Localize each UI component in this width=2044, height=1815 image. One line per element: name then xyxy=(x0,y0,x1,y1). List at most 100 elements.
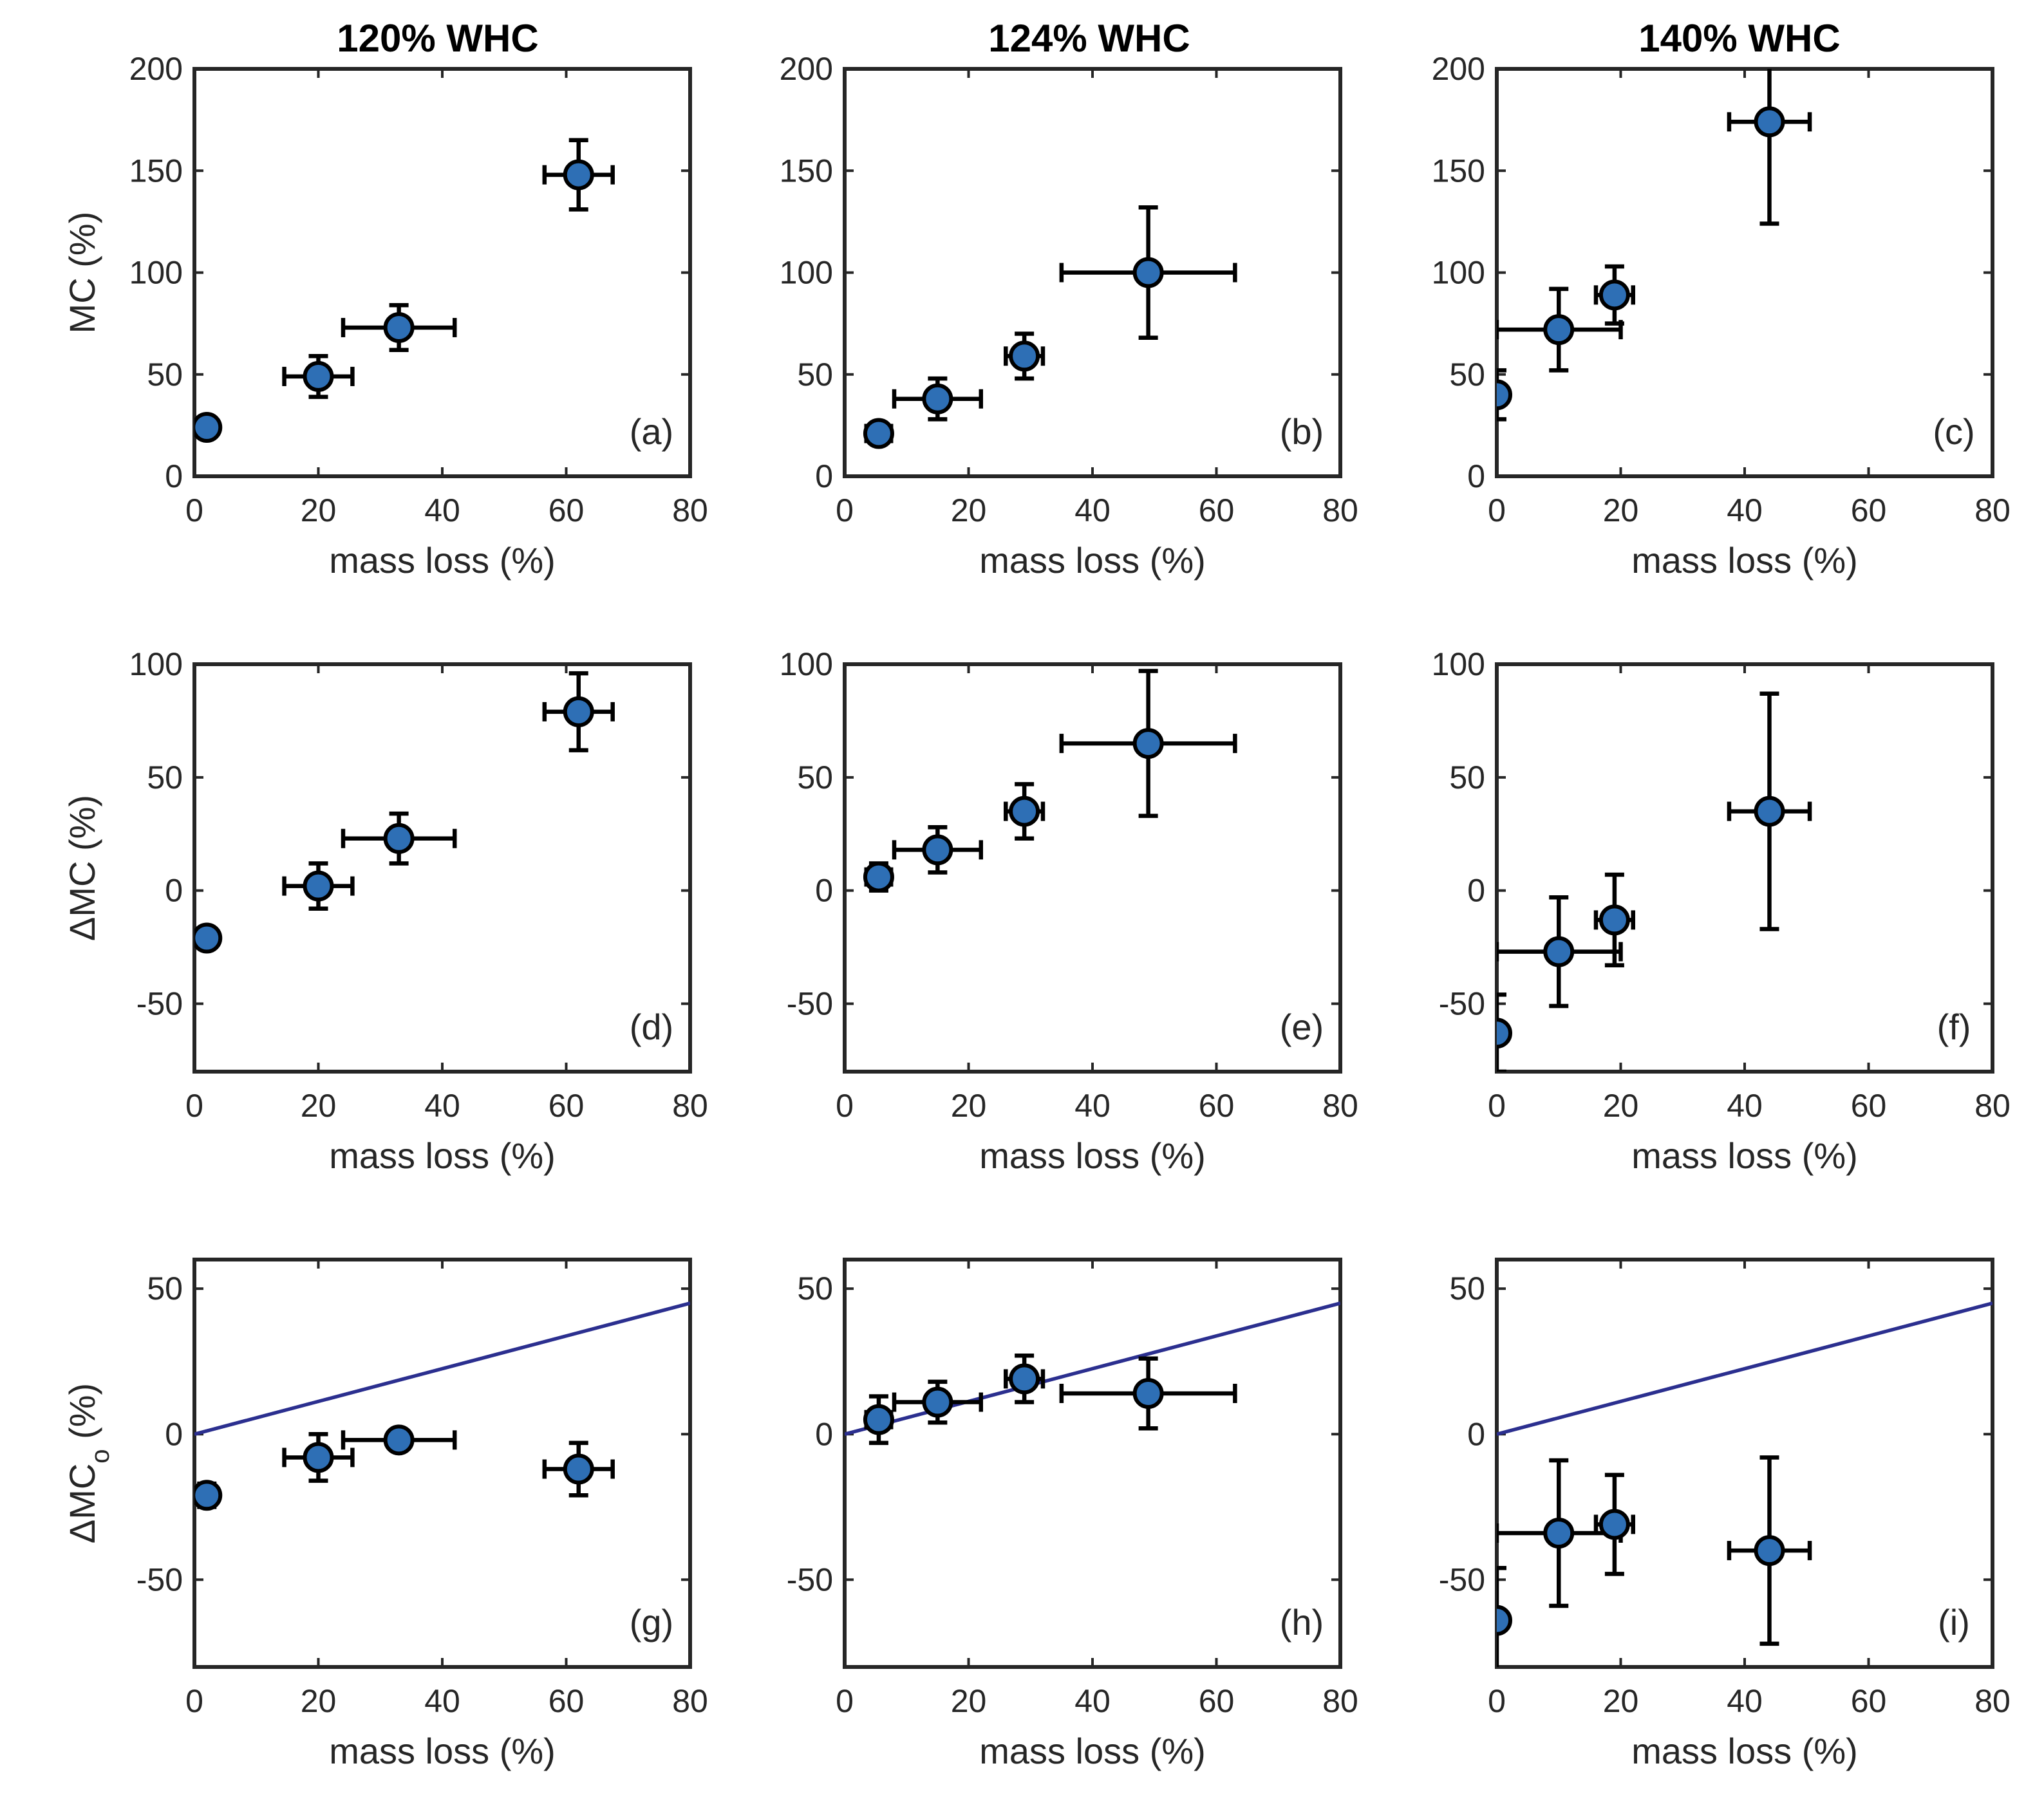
y-tick-label: 50 xyxy=(147,357,183,393)
y-tick-label: 150 xyxy=(780,153,833,189)
x-tick-label: 60 xyxy=(1199,1088,1235,1124)
data-point-group xyxy=(1059,1356,1237,1431)
x-tick-label: 60 xyxy=(1851,492,1887,528)
panel-f: 0 20 40 60 80 -50 0 50 100 mass loss (%) (f) xyxy=(1432,646,2011,1176)
reference-line xyxy=(194,1301,690,1436)
data-point xyxy=(383,312,415,343)
x-tick-label: 80 xyxy=(1974,1088,2011,1124)
data-point xyxy=(922,383,953,414)
x-tick-label: 40 xyxy=(1074,492,1111,528)
data-point-group xyxy=(282,1432,355,1483)
reference-line xyxy=(1497,1301,1992,1436)
data-point-group xyxy=(1593,1473,1635,1576)
data-point xyxy=(303,870,334,902)
y-tick-label: 100 xyxy=(780,646,833,682)
x-tick-label: 80 xyxy=(1322,1683,1358,1719)
x-tick-label: 20 xyxy=(1603,492,1639,528)
data-point-group xyxy=(1497,368,1512,422)
data-point xyxy=(1497,1018,1512,1049)
data-point xyxy=(383,1424,415,1456)
data-point-group xyxy=(1004,331,1045,381)
data-layer xyxy=(194,138,615,443)
data-point xyxy=(922,1386,953,1418)
panel-c: 0 20 40 60 80 0 50 100 150 200 mass loss (%) (c) xyxy=(1432,51,2011,581)
panel-label: (g) xyxy=(630,1602,673,1643)
y-tick-label: 50 xyxy=(797,759,833,796)
data-point xyxy=(922,834,953,866)
column-title-140: 140% WHC xyxy=(1638,17,1840,60)
y-tick-label: 200 xyxy=(780,51,833,87)
data-point-group xyxy=(1004,1353,1045,1404)
y-tick-label: 200 xyxy=(129,51,183,87)
x-tick-label: 0 xyxy=(836,492,854,528)
panel-a: 0 20 40 60 80 0 50 100 150 200 mass loss (%) MC (%)… xyxy=(62,51,708,581)
y-tick-label: 0 xyxy=(1467,458,1485,494)
data-point xyxy=(1009,1363,1040,1395)
data-point-group xyxy=(1593,264,1635,326)
y-axis-label-subscript: o xyxy=(86,1449,115,1463)
x-tick-label: 80 xyxy=(672,1088,708,1124)
data-point-group xyxy=(542,671,615,752)
data-point xyxy=(194,922,223,954)
data-layer xyxy=(863,205,1237,449)
x-tick-label: 80 xyxy=(1322,1088,1358,1124)
x-tick-label: 60 xyxy=(549,1683,585,1719)
axes-box xyxy=(1495,662,1994,1074)
y-tick-label: 0 xyxy=(815,1416,833,1452)
data-point xyxy=(863,418,894,449)
y-tick-label: 0 xyxy=(815,458,833,494)
x-tick-label: 0 xyxy=(1488,492,1506,528)
data-point xyxy=(1599,904,1630,936)
x-axis-label: mass loss (%) xyxy=(329,540,556,581)
axes-box xyxy=(843,662,1342,1074)
data-point xyxy=(1754,796,1785,827)
x-tick-label: 80 xyxy=(1974,1683,2011,1719)
x-axis-label: mass loss (%) xyxy=(979,1731,1206,1771)
y-tick-label: -50 xyxy=(787,1561,833,1597)
y-axis-label: MC (%) xyxy=(62,212,102,334)
data-point-group xyxy=(194,412,223,443)
y-tick-label: 0 xyxy=(165,1416,183,1452)
y-tick-label: 100 xyxy=(1432,255,1485,291)
data-point xyxy=(383,823,415,854)
data-point xyxy=(1132,257,1164,288)
y-tick-label: 50 xyxy=(1449,1270,1485,1307)
data-point-group xyxy=(542,138,615,212)
y-tick-label: 200 xyxy=(1432,51,1485,87)
data-point xyxy=(1543,1518,1575,1549)
panel-label: (a) xyxy=(630,411,673,452)
data-point-group xyxy=(1727,1455,1812,1646)
data-layer xyxy=(845,1301,1340,1446)
data-layer xyxy=(1497,69,1812,422)
x-tick-label: 40 xyxy=(1074,1088,1111,1124)
x-tick-label: 80 xyxy=(1322,492,1358,528)
data-point xyxy=(1543,936,1575,967)
y-axis-label-main: ΔMC (%) xyxy=(62,795,102,941)
column-title-124: 124% WHC xyxy=(988,17,1190,60)
data-point xyxy=(863,1404,894,1435)
panel-label: (b) xyxy=(1280,411,1324,452)
x-tick-label: 0 xyxy=(836,1683,854,1719)
panel-label: (i) xyxy=(1938,1602,1970,1643)
x-tick-label: 60 xyxy=(1199,492,1235,528)
x-tick-label: 20 xyxy=(951,1683,987,1719)
data-point-group xyxy=(863,861,894,893)
data-point-group xyxy=(341,811,457,866)
data-point xyxy=(1132,728,1164,759)
axes-box xyxy=(843,1258,1342,1669)
data-layer xyxy=(1497,691,1812,1072)
x-tick-label: 40 xyxy=(1074,1683,1111,1719)
data-point-group xyxy=(1497,1458,1623,1608)
panel-label: (e) xyxy=(1280,1007,1324,1047)
data-point xyxy=(1599,1509,1630,1540)
y-tick-label: -50 xyxy=(136,986,183,1022)
column-title-120: 120% WHC xyxy=(337,17,538,60)
x-tick-label: 80 xyxy=(672,492,708,528)
y-axis-label-main: ΔMC xyxy=(62,1464,102,1544)
y-tick-label: 50 xyxy=(1449,357,1485,393)
axes-box xyxy=(192,67,692,478)
data-point-group xyxy=(892,1379,983,1425)
panel-g: 0 20 40 60 80 -50 0 50 mass loss (%) ΔMCo (%) (g) xyxy=(62,1258,708,1771)
axes-box xyxy=(192,1258,692,1669)
